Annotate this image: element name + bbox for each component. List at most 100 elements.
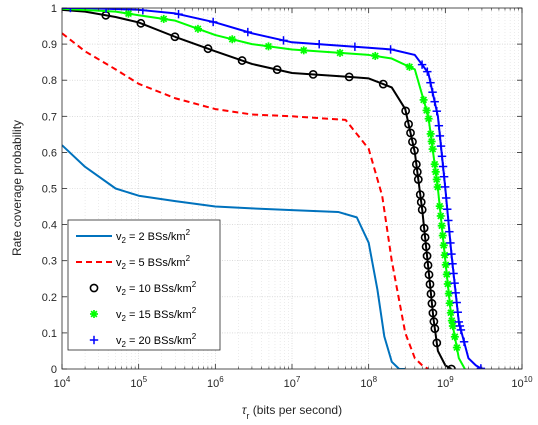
y-tick-label: 0.2: [42, 292, 57, 304]
series-marker-plus: [444, 216, 453, 225]
series-marker-plus: [445, 227, 454, 236]
legend-label: v2 = 2 BSs/km2: [116, 228, 191, 245]
series-marker-plus: [454, 317, 464, 327]
series-marker-asterisk: [445, 299, 454, 308]
series-marker-circle: [308, 70, 318, 79]
series-marker-asterisk: [299, 46, 308, 55]
x-tick-exponent: 4: [66, 375, 71, 384]
series-marker-plus: [434, 121, 444, 130]
y-tick-label: 0: [51, 364, 57, 376]
x-tick-label: 109: [437, 375, 454, 390]
x-tick-label: 107: [284, 375, 301, 390]
series-marker-plus: [476, 364, 486, 369]
y-tick-label: 0.3: [42, 256, 57, 268]
x-tick-base: 10: [130, 378, 142, 390]
series-marker-asterisk: [405, 62, 414, 71]
series-marker-circle: [427, 299, 437, 308]
y-tick-label: 0.9: [42, 39, 57, 51]
series-marker-asterisk: [439, 241, 448, 250]
series-marker-circle: [422, 251, 432, 261]
series-marker-plus: [436, 141, 446, 151]
x-tick-exponent: 5: [143, 375, 148, 384]
x-axis-symbol: τ: [242, 403, 248, 417]
x-tick-base: 10: [54, 378, 66, 390]
series-marker-circle: [432, 338, 442, 348]
series-marker-asterisk: [443, 279, 452, 288]
series-3: [62, 8, 456, 369]
series-marker-asterisk: [448, 322, 457, 331]
series-marker-asterisk: [124, 9, 133, 18]
series-marker-circle: [430, 324, 440, 334]
series-marker-plus: [439, 172, 449, 181]
series-marker-plus: [423, 67, 432, 76]
series-marker-plus: [314, 40, 324, 49]
legend-label: v2 = 15 BSs/km2: [116, 306, 197, 323]
axis-ticks: [61, 7, 523, 370]
series-marker-circle: [136, 18, 146, 28]
series-marker-asterisk: [422, 106, 431, 115]
series-marker-circle: [428, 308, 438, 318]
series-marker-plus: [437, 152, 447, 161]
series-marker-circle: [420, 233, 430, 242]
series-marker-plus: [66, 8, 75, 13]
x-axis-symbol-sub: r: [246, 411, 249, 421]
series-marker-plus: [449, 269, 458, 278]
legend-label: v2 = 20 BSs/km2: [116, 332, 197, 349]
series-marker-plus: [89, 335, 99, 345]
series-marker-asterisk: [228, 35, 237, 44]
series-layer: [62, 8, 486, 369]
y-tick-label: 0.6: [42, 147, 57, 159]
x-axis-label-rest: (bits per second): [249, 403, 342, 417]
y-tick-label: 0.8: [42, 75, 57, 87]
series-marker-plus: [432, 106, 441, 116]
series-marker-asterisk: [90, 310, 98, 318]
series-marker-asterisk: [264, 42, 273, 51]
x-tick-exponent: 6: [219, 375, 224, 384]
series-marker-circle: [89, 283, 99, 293]
series-marker-circle: [406, 128, 415, 138]
series-marker-asterisk: [432, 175, 441, 184]
series-marker-circle: [404, 119, 413, 129]
x-tick-label: 105: [130, 375, 147, 390]
series-marker-plus: [435, 131, 445, 141]
series-marker-plus: [450, 278, 459, 288]
series-marker-plus: [452, 298, 461, 307]
series-marker-plus: [101, 8, 111, 13]
series-marker-plus: [174, 9, 183, 19]
legend-item-1: v2 = 2 BSs/km2: [76, 228, 191, 245]
series-marker-circle: [401, 106, 411, 116]
series-marker-plus: [417, 60, 427, 69]
series-marker-asterisk: [436, 211, 445, 220]
series-marker-plus: [426, 78, 435, 87]
y-tick-label: 0.4: [42, 220, 57, 232]
series-marker-plus: [451, 288, 460, 298]
x-tick-label: 1010: [511, 375, 533, 390]
y-tick-label: 0.7: [42, 111, 57, 123]
legend-item-5: v2 = 20 BSs/km2: [89, 332, 197, 349]
series-marker-plus: [456, 325, 466, 335]
x-tick-base: 10: [207, 378, 219, 390]
series-marker-asterisk: [428, 145, 437, 154]
series-marker-circle: [413, 175, 423, 184]
series-marker-plus: [443, 205, 452, 214]
series-marker-asterisk: [447, 316, 456, 325]
series-marker-circle: [426, 289, 436, 299]
series-marker-asterisk: [431, 167, 440, 176]
legend-item-3: v2 = 10 BSs/km2: [89, 280, 197, 297]
x-tick-label: 106: [207, 375, 224, 390]
series-marker-plus: [243, 27, 253, 37]
y-tick-label: 0.1: [42, 328, 57, 340]
series-marker-plus: [350, 42, 360, 51]
y-axis-label: Rate coverage probability: [10, 120, 24, 256]
series-marker-circle: [425, 279, 435, 289]
series-marker-plus: [453, 308, 462, 317]
series-marker-asterisk: [430, 160, 439, 169]
x-tick-exponent: 8: [373, 375, 378, 384]
x-tick-base: 10: [511, 378, 523, 390]
series-marker-plus: [386, 45, 395, 54]
series-marker-plus: [279, 36, 288, 45]
series-marker-circle: [170, 32, 180, 42]
series-marker-plus: [442, 193, 451, 203]
series-marker-asterisk: [442, 270, 451, 279]
